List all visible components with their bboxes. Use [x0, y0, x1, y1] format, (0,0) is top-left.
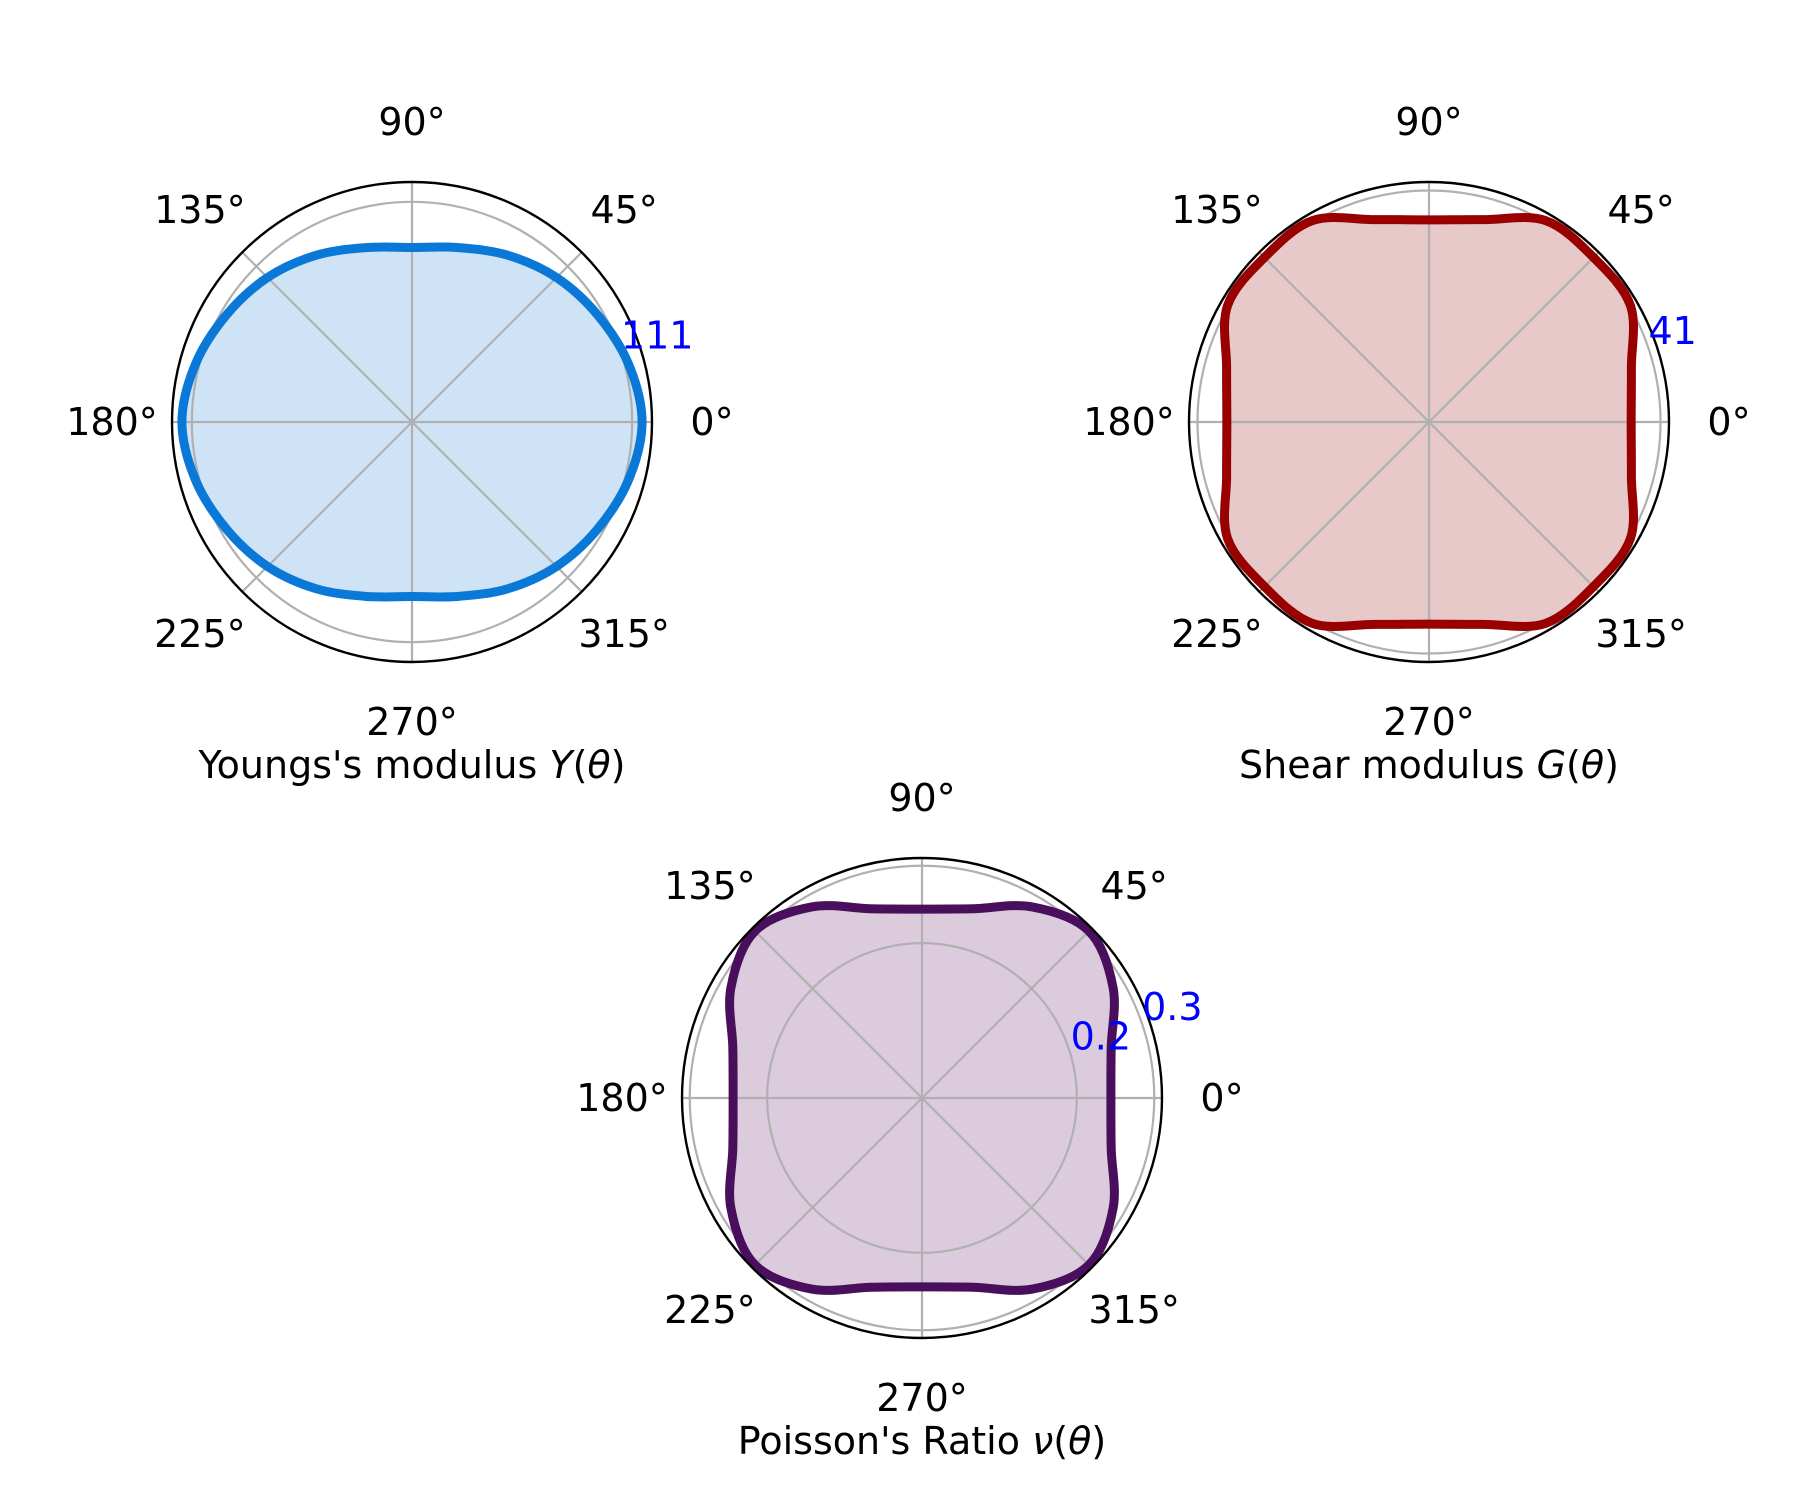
shear-xlabel: Shear modulus G(θ) [1239, 743, 1619, 787]
theta-tick-label: 135° [1171, 188, 1263, 232]
theta-tick-label: 270° [876, 1376, 968, 1420]
shear-series-line [1219, 212, 1639, 632]
theta-tick-label: 90° [378, 100, 445, 144]
theta-tick-label: 135° [664, 864, 756, 908]
shear-modulus-polar-plot: 0° 45° 90° 135° 180° 225° 270° 315° 41 Shear modu… [1083, 100, 1750, 787]
angular-gridline-135deg [751, 927, 923, 1099]
radial-gridline-41 [1196, 189, 1662, 655]
poisson-xlabel: Poisson's Ratio ν(θ) [738, 1419, 1106, 1463]
theta-tick-label: 45° [1607, 188, 1674, 232]
radial-gridline-111 [190, 200, 634, 644]
theta-tick-label: 225° [1171, 612, 1263, 656]
theta-tick-label: 0° [1200, 1076, 1243, 1120]
angular-gridline-315deg [921, 1097, 1093, 1269]
radial-gridline-0.2 [766, 942, 1078, 1254]
theta-tick-label: 0° [690, 400, 733, 444]
youngs-xlabel: Youngs's modulus Y(θ) [198, 743, 626, 787]
poisson-series-line [725, 901, 1119, 1295]
theta-tick-label: 45° [1100, 864, 1167, 908]
youngs-modulus-polar-plot: 0° 45° 90° 135° 180° 225° 270° 315° 111 Youngs's … [66, 100, 733, 787]
r-tick-label: 41 [1648, 309, 1696, 353]
r-tick-label: 111 [621, 313, 694, 357]
theta-tick-label: 90° [1395, 100, 1462, 144]
r-tick-label: 0.2 [1071, 1014, 1131, 1058]
theta-tick-label: 90° [888, 776, 955, 820]
poisson-ratio-polar-plot: 0° 45° 90° 135° 180° 225° 270° 315° 0.20.3 Poisso… [576, 776, 1243, 1463]
theta-tick-label: 180° [1083, 400, 1175, 444]
theta-tick-label: 270° [1383, 700, 1475, 744]
theta-tick-label: 180° [66, 400, 158, 444]
theta-tick-label: 315° [1595, 612, 1687, 656]
angular-gridline-225deg [751, 1097, 923, 1269]
angular-gridline-225deg [1258, 421, 1430, 593]
theta-tick-label: 270° [366, 700, 458, 744]
radial-gridline-0.3 [688, 864, 1156, 1332]
polar-spine [170, 180, 654, 664]
theta-tick-label: 0° [1707, 400, 1750, 444]
angular-gridline-45deg [921, 927, 1093, 1099]
polar-spine [1187, 180, 1671, 664]
polar-spine [680, 856, 1164, 1340]
angular-gridline-315deg [1428, 421, 1600, 593]
theta-tick-label: 225° [154, 612, 246, 656]
theta-tick-label: 225° [664, 1288, 756, 1332]
theta-tick-label: 180° [576, 1076, 668, 1120]
angular-gridline-135deg [1258, 251, 1430, 423]
r-tick-label: 0.3 [1142, 985, 1202, 1029]
angular-gridline-45deg [1428, 251, 1600, 423]
theta-tick-label: 45° [590, 188, 657, 232]
theta-tick-label: 315° [1088, 1288, 1180, 1332]
theta-tick-label: 135° [154, 188, 246, 232]
youngs-series-line [177, 242, 647, 602]
theta-tick-label: 315° [578, 612, 670, 656]
